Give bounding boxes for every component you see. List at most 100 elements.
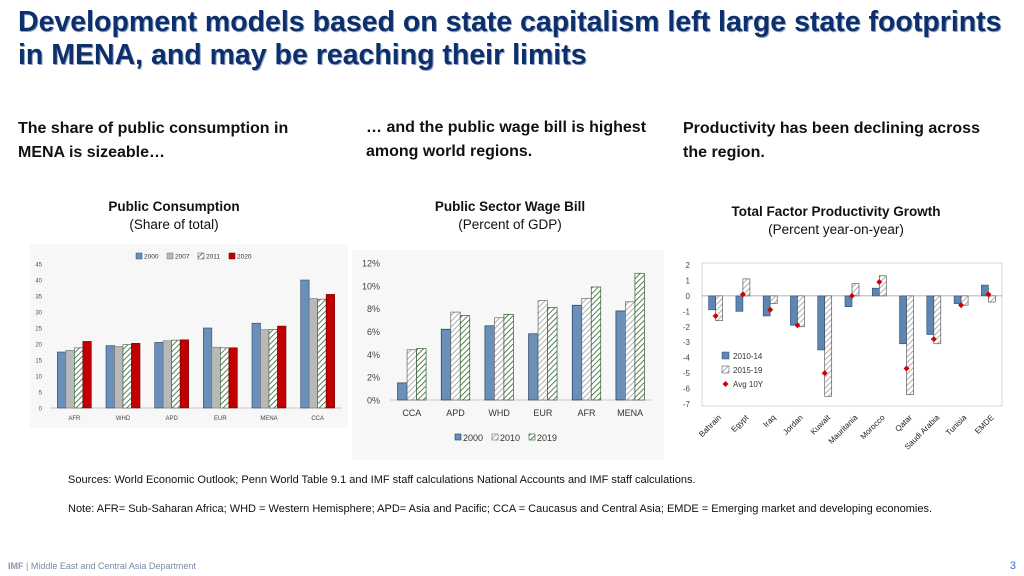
chart1-bar-2020 [82, 341, 92, 409]
chart1-bar-2011 [74, 347, 84, 409]
chart2-category-label: APD [446, 408, 465, 418]
chart1-bar-2000 [300, 279, 310, 409]
chart3-avg-marker [876, 278, 883, 285]
chart3-legend-swatch [721, 365, 730, 374]
chart2-bar-2019 [416, 348, 427, 401]
chart3-category-label: Egypt [729, 413, 750, 434]
chart2-ytick-label: 0% [367, 396, 380, 406]
chart3-avg-marker [767, 306, 774, 313]
chart1-legend-label: 2011 [206, 254, 220, 261]
slide-title: Development models based on state capita… [18, 6, 1002, 71]
chart1-ytick-label: 0 [39, 407, 43, 413]
chart3-ytick-label: 0 [686, 292, 691, 301]
chart1-title: Public Consumption [108, 199, 240, 214]
chart3-category-label: EMDE [973, 413, 996, 436]
chart2-bar-2019 [547, 307, 558, 401]
chart2-ytick-label: 6% [367, 327, 380, 337]
chart2-bar-2010 [537, 300, 548, 401]
chart1-ytick-label: 10 [35, 375, 42, 381]
chart1-bar-2007 [211, 346, 221, 409]
chart1-bar-2011 [220, 347, 230, 409]
chart2-bar-2019 [634, 272, 645, 401]
chart3-bar-2015-19 [769, 295, 778, 304]
chart3-category-label: Tunisia [944, 413, 969, 438]
chart1-bar-2000 [105, 345, 115, 409]
chart2-category-label: MENA [617, 408, 643, 418]
chart2-bar-2010 [494, 317, 505, 401]
chart3-bar-2010-14 [981, 284, 989, 297]
chart3-legend-label: Avg 10Y [733, 380, 764, 389]
chart-tfp-growth: 2 1 0 -1 -2 -3 -4 -5 -6 -7 Bahrain Egypt Iraq Jordan K… [683, 261, 1003, 451]
chart3-category-label: Mauritania [827, 413, 860, 446]
chart1-bar-2020 [325, 294, 335, 409]
footer-org: IMF [8, 561, 24, 571]
chart1-ytick-label: 35 [35, 295, 42, 301]
chart3-avg-marker [712, 312, 719, 319]
chart2-legend-swatch [528, 433, 536, 441]
chart3-bar-2015-19 [906, 295, 914, 396]
chart1-bar-2000 [154, 342, 164, 409]
chart2-bar-2000 [440, 328, 452, 401]
chart1-ytick-label: 25 [35, 327, 42, 333]
chart1-category-label: MENA [260, 416, 277, 422]
chart3-bar-2015-19 [742, 278, 751, 297]
chart2-category-label: EUR [533, 408, 553, 418]
chart3-category-label: Kuwait [809, 413, 833, 437]
chart3-ytick-label: -3 [683, 338, 691, 347]
chart1-category-label: AFR [68, 416, 81, 422]
chart1-ytick-label: 45 [35, 263, 42, 269]
chart1-title-block: Public Consumption (Share of total) [54, 198, 294, 234]
chart3-legend-label: 2010-14 [733, 352, 763, 361]
chart2-ytick-label: 12% [362, 259, 380, 269]
chart3-avg-marker [794, 322, 801, 329]
chart3-bar-2010-14 [844, 295, 853, 308]
chart1-subtitle: (Share of total) [129, 217, 219, 232]
chart2-bar-2000 [615, 310, 626, 401]
chart3-avg-marker [958, 302, 965, 309]
chart2-bar-2010 [450, 311, 461, 401]
chart2-category-label: CCA [402, 408, 421, 418]
chart1-bar-2020 [228, 347, 238, 409]
chart3-avg-marker [739, 291, 746, 298]
chart2-category-label: AFR [578, 408, 597, 418]
chart3-avg-marker [985, 291, 992, 298]
chart2-bar-2010 [625, 301, 636, 401]
chart3-bar-2015-19 [824, 295, 833, 397]
chart3-avg-marker [903, 365, 910, 372]
chart1-category-label: WHD [116, 416, 131, 422]
chart3-ytick-label: -2 [683, 323, 691, 332]
chart2-bar-2019 [459, 315, 471, 401]
footer-dept: | Middle East and Central Asia Departmen… [23, 561, 196, 571]
chart1-bar-2020 [179, 339, 189, 409]
chart3-title: Total Factor Productivity Growth [731, 204, 941, 219]
chart3-bar-2015-19 [851, 283, 860, 297]
chart1-legend-swatch [228, 252, 236, 260]
subtitle-productivity: Productivity has been declining across t… [683, 120, 980, 161]
chart3-avg-marker [821, 370, 828, 377]
chart2-bar-2010 [406, 349, 417, 401]
chart3-bar-2015-19 [988, 295, 996, 303]
sources-note: Sources: World Economic Outlook; Penn Wo… [68, 474, 696, 486]
chart3-ytick-label: -7 [683, 400, 691, 409]
chart2-legend-label: 2010 [500, 433, 520, 443]
chart1-bar-2020 [277, 325, 287, 409]
chart3-bar-2015-19 [715, 295, 723, 321]
chart3-bar-2010-14 [790, 295, 798, 326]
chart3-ytick-label: 1 [686, 276, 691, 285]
chart2-bar-2019 [503, 314, 514, 401]
chart3-legend-marker [722, 381, 729, 387]
chart3-bar-2015-19 [960, 295, 969, 306]
chart1-bar-2011 [122, 344, 132, 409]
chart1-legend-label: 2000 [144, 254, 159, 261]
abbreviations-note: Note: AFR= Sub-Saharan Africa; WHD = Wes… [68, 503, 933, 515]
chart1-category-label: APD [165, 416, 178, 422]
chart2-category-label: WHD [488, 408, 510, 418]
chart1-ytick-label: 40 [35, 279, 42, 285]
subtitle-public-consumption: The share of public consumption in MENA … [18, 120, 289, 161]
chart3-category-label: Morocco [859, 413, 887, 441]
chart3-legend-swatch [721, 351, 730, 360]
chart2-legend-label: 2000 [463, 433, 483, 443]
chart3-bar-2015-19 [797, 295, 805, 328]
chart3-subtitle: (Percent year-on-year) [768, 222, 904, 237]
chart3-bar-2010-14 [708, 295, 716, 311]
